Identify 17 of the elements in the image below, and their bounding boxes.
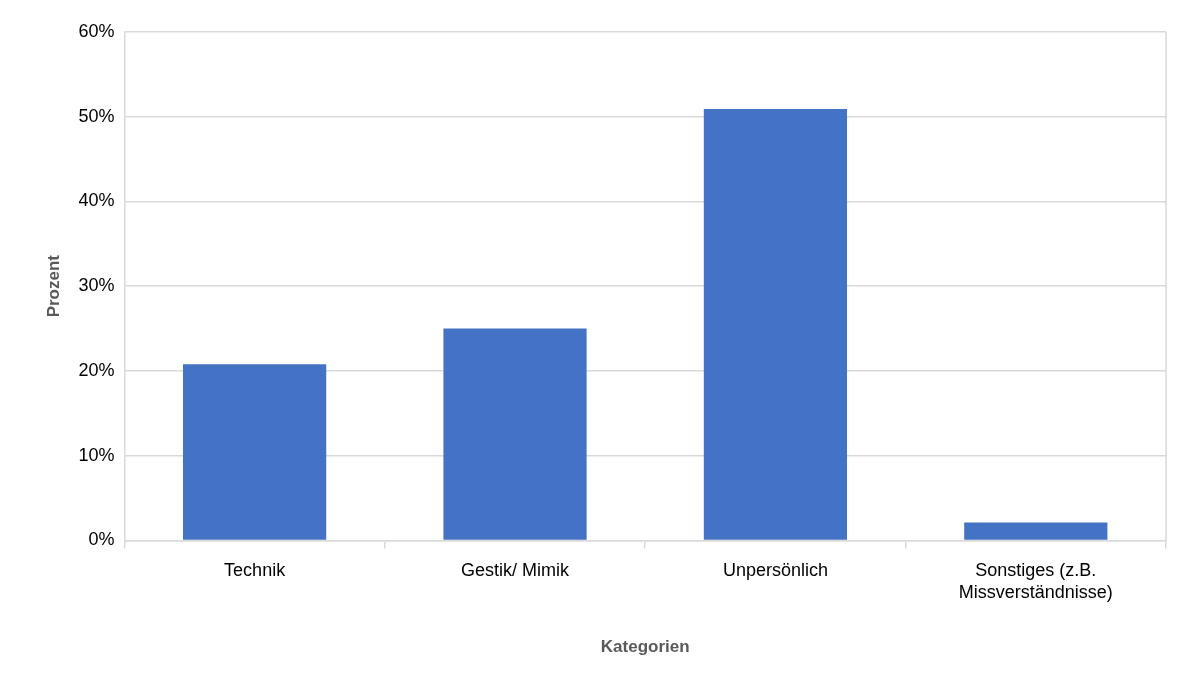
y-tick-label: 60%: [78, 20, 115, 41]
y-tick-label: 30%: [78, 275, 115, 296]
y-tick-label: 40%: [78, 190, 115, 211]
y-tick-label: 20%: [78, 359, 115, 380]
y-axis-title: Prozent: [43, 254, 63, 318]
bar: [443, 328, 587, 540]
bar: [703, 109, 848, 540]
bar: [183, 364, 327, 540]
x-tick-label: Technik: [224, 560, 287, 581]
y-tick-label: 50%: [78, 105, 115, 126]
x-tick-label: Gestik/ Mimik: [461, 560, 571, 581]
x-axis-title: Kategorien: [600, 637, 690, 657]
x-tick-label: Sonstiges (z.B. Missverständnisse): [958, 560, 1113, 602]
x-tick-label: Unpersönlich: [722, 560, 828, 581]
y-tick-label: 0%: [88, 529, 115, 550]
y-tick-label: 10%: [78, 444, 115, 465]
bar: [964, 522, 1108, 540]
